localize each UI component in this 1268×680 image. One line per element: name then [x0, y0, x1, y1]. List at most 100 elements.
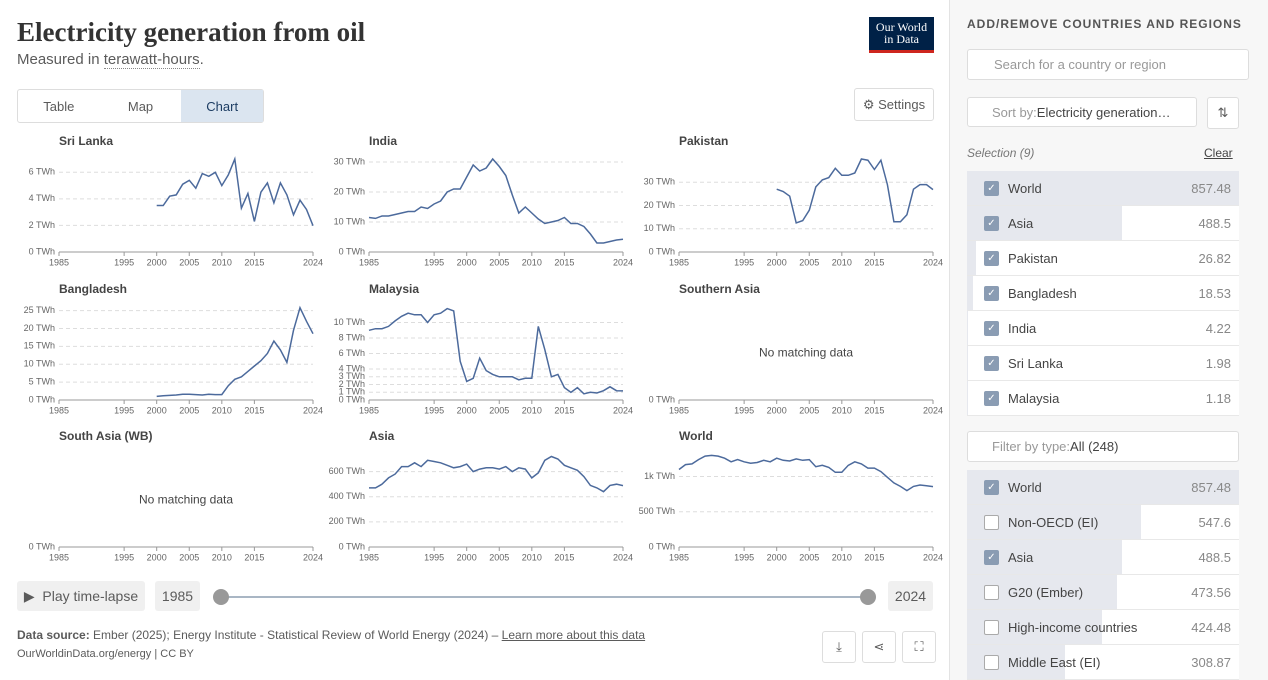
- checkbox[interactable]: [984, 619, 999, 635]
- checkbox[interactable]: ✓: [984, 479, 999, 495]
- entity-name: Asia: [1008, 215, 1034, 231]
- list-row[interactable]: ✓ Asia 488.5: [967, 540, 1239, 575]
- no-data: No matching data: [139, 493, 233, 507]
- filter-label: Filter by type:: [992, 439, 1071, 454]
- x-tick-label: 2000: [767, 552, 787, 562]
- fullscreen-button[interactable]: ⛶: [902, 631, 936, 663]
- entity-name: World: [1008, 479, 1042, 495]
- y-tick-label: 25 TWh: [24, 305, 55, 315]
- x-tick-label: 1985: [359, 257, 379, 267]
- tab[interactable]: Chart: [181, 90, 264, 122]
- y-tick-label: 15 TWh: [24, 341, 55, 351]
- x-tick-label: 2024: [923, 257, 943, 267]
- list-row[interactable]: ✓ Pakistan 26.82: [967, 241, 1239, 276]
- list-row[interactable]: ✓ Malaysia 1.18: [967, 381, 1239, 416]
- x-tick-label: 1985: [49, 552, 69, 562]
- list-row[interactable]: Non-OECD (EI) 547.6: [967, 505, 1239, 540]
- x-tick-label: 2015: [244, 552, 264, 562]
- learn-more[interactable]: Learn more about this data: [501, 628, 646, 642]
- line: [156, 156, 314, 226]
- checkbox[interactable]: ✓: [984, 215, 999, 231]
- logo[interactable]: Our World in Data: [869, 17, 934, 53]
- end-year[interactable]: 2024: [888, 581, 933, 611]
- value-bar: [967, 171, 1239, 205]
- x-tick-label: 2015: [864, 405, 884, 415]
- list-row[interactable]: G20 (Ember) 473.56: [967, 575, 1239, 610]
- x-tick-label: 2000: [147, 552, 167, 562]
- y-tick-label: 0 TWh: [339, 541, 365, 551]
- list-row[interactable]: Middle East (EI) 308.87: [967, 645, 1239, 680]
- list-row[interactable]: ✓ Sri Lanka 1.98: [967, 346, 1239, 381]
- y-tick-label: 10 TWh: [644, 223, 675, 233]
- checkbox[interactable]: ✓: [984, 250, 999, 266]
- sort-dropdown[interactable]: Sort by: Electricity generation…: [967, 97, 1197, 127]
- entity-name: Middle East (EI): [1008, 654, 1101, 670]
- y-tick-label: 4 TWh: [339, 363, 365, 373]
- download-button[interactable]: ⤓: [822, 631, 856, 663]
- entity-name: G20 (Ember): [1008, 584, 1084, 600]
- y-tick-label: 5 TWh: [29, 376, 55, 386]
- checkbox[interactable]: ✓: [984, 285, 999, 301]
- y-tick-label: 3 TWh: [339, 371, 365, 381]
- x-tick-label: 1995: [424, 552, 444, 562]
- checkbox[interactable]: [984, 654, 999, 670]
- x-tick-label: 2000: [767, 257, 787, 267]
- x-tick-label: 1985: [669, 257, 689, 267]
- x-tick-label: 2000: [147, 257, 167, 267]
- search-box[interactable]: Search for a country or region: [967, 49, 1249, 80]
- y-tick-label: 0 TWh: [649, 246, 675, 256]
- x-tick-label: 2005: [799, 405, 819, 415]
- value-bar: [967, 276, 973, 310]
- x-tick-label: 2010: [522, 405, 542, 415]
- settings-button[interactable]: ⚙ Settings: [854, 88, 934, 121]
- entity-value: 857.48: [1191, 180, 1231, 196]
- list-row[interactable]: ✓ Bangladesh 18.53: [967, 276, 1239, 311]
- unit-link[interactable]: terawatt-hours: [103, 51, 200, 69]
- entity-value: 26.82: [1198, 250, 1231, 266]
- start-year[interactable]: 1985: [155, 581, 200, 611]
- x-tick-label: 2024: [613, 405, 633, 415]
- y-tick-label: 0 TWh: [29, 394, 55, 404]
- x-tick-label: 1995: [734, 405, 754, 415]
- list-row[interactable]: ✓ World 857.48: [967, 171, 1239, 206]
- checkbox[interactable]: ✓: [984, 355, 999, 371]
- list-row[interactable]: High-income countries 424.48: [967, 610, 1239, 645]
- play-button[interactable]: ▶ Play time-lapse: [17, 581, 145, 611]
- x-tick-label: 2024: [923, 552, 943, 562]
- x-tick-label: 2010: [832, 552, 852, 562]
- value-bar: [967, 311, 969, 345]
- tab[interactable]: Table: [43, 98, 75, 114]
- entity-name: India: [1008, 320, 1037, 336]
- checkbox[interactable]: ✓: [984, 549, 999, 565]
- no-data: No matching data: [759, 346, 853, 360]
- checkbox[interactable]: ✓: [984, 320, 999, 336]
- share-button[interactable]: ⋖: [862, 631, 896, 663]
- line: [368, 157, 624, 244]
- clear-button[interactable]: Clear: [1204, 146, 1233, 160]
- checkbox[interactable]: ✓: [984, 180, 999, 196]
- y-tick-label: 2 TWh: [339, 379, 365, 389]
- x-tick-label: 2000: [457, 257, 477, 267]
- tab[interactable]: Map: [127, 98, 154, 114]
- checkbox[interactable]: [984, 514, 999, 530]
- filter-dropdown[interactable]: Filter by type: All (248): [967, 431, 1239, 462]
- x-tick-label: 1985: [49, 405, 69, 415]
- play-label: Play time-lapse: [42, 588, 139, 604]
- sort-value: Electricity generation…: [1036, 104, 1171, 120]
- y-tick-label: 0 TWh: [649, 541, 675, 551]
- y-tick-label: 20 TWh: [644, 200, 675, 210]
- y-tick-label: 30 TWh: [334, 156, 365, 166]
- x-tick-label: 2015: [864, 552, 884, 562]
- list-row[interactable]: ✓ Asia 488.5: [967, 206, 1239, 241]
- x-tick-label: 2005: [489, 405, 509, 415]
- y-tick-label: 2 TWh: [29, 220, 55, 230]
- slider-handle[interactable]: [213, 589, 229, 605]
- slider-handle[interactable]: [860, 589, 876, 605]
- x-tick-label: 1985: [359, 405, 379, 415]
- checkbox[interactable]: [984, 584, 999, 600]
- list-row[interactable]: ✓ World 857.48: [967, 470, 1239, 505]
- x-tick-label: 1995: [114, 257, 134, 267]
- list-row[interactable]: ✓ India 4.22: [967, 311, 1239, 346]
- checkbox[interactable]: ✓: [984, 390, 999, 406]
- sort-order-button[interactable]: ⇅: [1207, 97, 1239, 129]
